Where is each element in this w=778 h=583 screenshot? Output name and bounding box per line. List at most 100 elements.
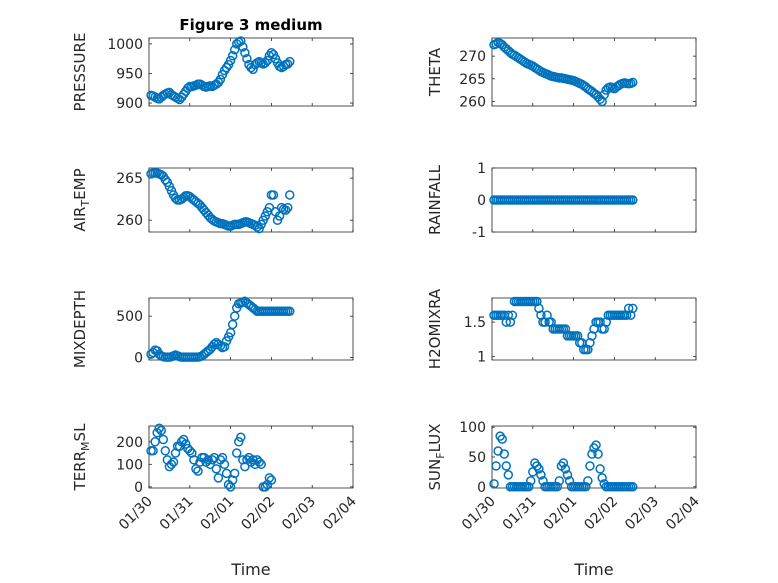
data-point xyxy=(205,459,215,470)
y-axis-label: THETA xyxy=(426,47,444,97)
data-point xyxy=(282,59,293,69)
y-tick-label: 1 xyxy=(477,350,486,366)
data-point xyxy=(562,470,573,480)
y-tick-label: 1000 xyxy=(107,37,143,53)
y-tick-label: 265 xyxy=(459,72,486,88)
data-point xyxy=(536,470,546,480)
data-point xyxy=(268,190,279,200)
data-point xyxy=(156,425,166,436)
data-point xyxy=(185,446,195,456)
data-point xyxy=(628,303,638,314)
data-point xyxy=(285,190,295,200)
x-tick-label: 02/02 xyxy=(238,494,278,534)
data-point xyxy=(225,55,236,66)
x-tick-label: 01/31 xyxy=(500,494,540,534)
data-point xyxy=(591,440,601,450)
data-point xyxy=(236,432,246,443)
x-tick-label: 01/30 xyxy=(116,494,156,534)
y-tick-label: 0 xyxy=(477,480,486,496)
data-point xyxy=(219,342,230,352)
data-point xyxy=(583,476,593,486)
y-axis-label: TERRMSL xyxy=(71,423,92,492)
data-point xyxy=(227,50,238,61)
data-point xyxy=(203,455,213,465)
data-point xyxy=(534,464,544,474)
data-point xyxy=(191,464,201,474)
y-tick-label: 270 xyxy=(459,49,486,65)
data-point xyxy=(558,458,569,468)
data-point xyxy=(213,473,224,483)
data-point xyxy=(154,423,164,434)
data-point xyxy=(274,211,285,221)
data-point xyxy=(209,339,220,350)
data-point xyxy=(507,310,518,320)
y-tick-label: 50 xyxy=(468,450,486,466)
y-tick-label: 1.5 xyxy=(464,315,486,331)
data-point xyxy=(266,475,277,485)
data-point xyxy=(260,482,271,492)
y-tick-label: 0 xyxy=(134,480,143,496)
data-point xyxy=(236,36,246,46)
data-point xyxy=(148,446,158,456)
figure-title: Figure 3 medium xyxy=(179,16,322,34)
x-tick-label: 02/04 xyxy=(320,493,360,533)
data-point xyxy=(254,457,264,467)
theta-plot: 260 265 270 THETA xyxy=(426,37,697,110)
data-point xyxy=(215,341,226,351)
data-point xyxy=(219,459,230,470)
y-tick-label: 100 xyxy=(116,457,143,473)
data-point xyxy=(491,461,501,471)
pressure-plot: 900 950 1000 PRESSURE xyxy=(71,33,354,112)
x-axis-label-right: Time xyxy=(573,560,613,579)
y-tick-label: 950 xyxy=(116,66,143,82)
data-point xyxy=(166,459,177,470)
data-point xyxy=(585,461,595,471)
data-point xyxy=(560,464,571,474)
y-tick-label: -1 xyxy=(472,225,486,241)
data-point xyxy=(240,48,250,58)
x-tick-label: 02/04 xyxy=(663,493,703,533)
data-point xyxy=(628,195,638,205)
terr-msl-plot: 0 100 200 TERRMSL 01/30 01/31 02/01 02/02 02/03 0… xyxy=(71,423,360,533)
data-point xyxy=(587,449,597,459)
data-point xyxy=(499,449,509,459)
data-point xyxy=(503,470,514,480)
y-tick-label: 260 xyxy=(459,94,486,110)
y-axis-label: PRESSURE xyxy=(71,33,89,112)
data-point xyxy=(193,466,203,476)
data-point xyxy=(229,468,240,479)
data-point xyxy=(234,437,244,447)
axes-frame xyxy=(491,297,697,361)
data-point xyxy=(597,473,607,483)
data-point xyxy=(242,53,252,64)
data-point xyxy=(501,461,512,471)
y-tick-label: 0 xyxy=(477,193,486,209)
data-point xyxy=(215,74,226,85)
y-tick-label: 900 xyxy=(116,96,143,112)
data-point xyxy=(180,439,191,449)
data-point xyxy=(280,205,291,215)
data-point xyxy=(593,449,603,459)
data-point xyxy=(238,42,248,52)
data-point xyxy=(248,455,258,465)
x-tick-label: 01/31 xyxy=(157,494,197,534)
y-tick-label: 500 xyxy=(116,309,143,325)
data-point xyxy=(160,175,171,185)
data-point xyxy=(282,202,293,213)
y-axis-label: H2OMIXRA xyxy=(426,288,444,369)
data-point xyxy=(211,464,222,474)
data-point xyxy=(526,476,536,486)
data-point xyxy=(168,457,179,467)
x-tick-label: 02/03 xyxy=(622,494,662,534)
data-point xyxy=(552,482,563,492)
data-point xyxy=(248,64,258,75)
data-point xyxy=(285,56,295,67)
data-point xyxy=(256,459,266,470)
data-point xyxy=(628,482,638,492)
data-point xyxy=(628,77,638,88)
data-point xyxy=(260,58,271,68)
y-axis-label: AIRTEMP xyxy=(71,168,92,231)
mixdepth-plot: 0 500 MIXDEPTH xyxy=(71,290,354,368)
